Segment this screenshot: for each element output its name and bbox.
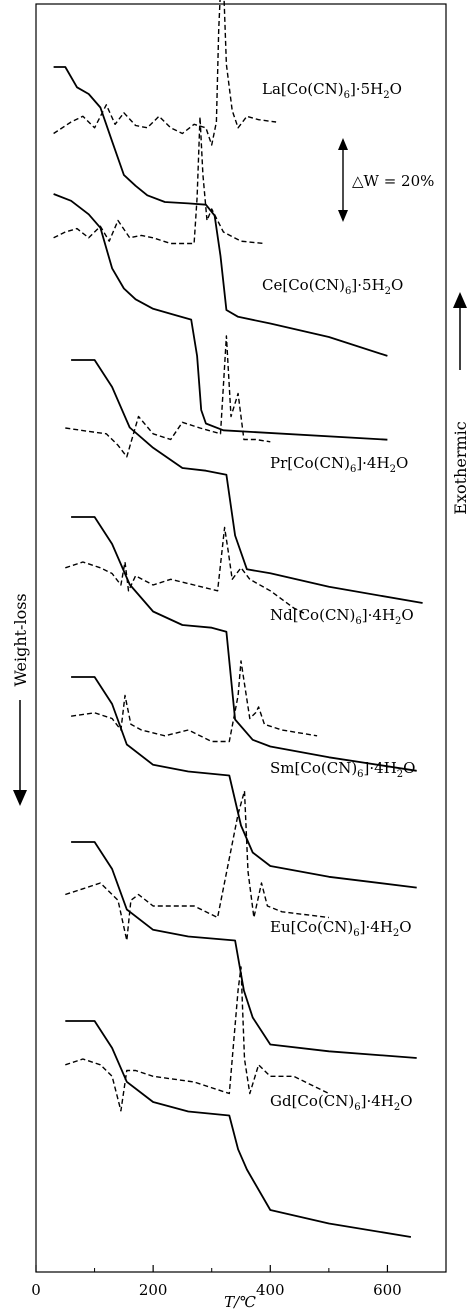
compound-label: Nd[Co(CN)6]·4H2O — [270, 606, 414, 627]
y-axis-label-left: Weight-loss — [11, 593, 30, 686]
dta-curve — [53, 116, 265, 245]
compound-label: Gd[Co(CN)6]·4H2O — [270, 1092, 413, 1113]
dta-curve — [65, 526, 306, 615]
y-axis-label-right: Exothermic — [451, 421, 470, 514]
compound-label: Sm[Co(CN)6]·4H2O — [270, 759, 415, 780]
scale-arrow-down — [338, 210, 348, 222]
scale-arrow-up — [338, 138, 348, 150]
tg-curve — [71, 676, 417, 889]
tg-curve — [71, 516, 417, 772]
dta-curve — [65, 790, 329, 942]
compound-label: Eu[Co(CN)6]·4H2O — [270, 918, 412, 939]
dta-curve — [53, 0, 277, 146]
compound-label: Ce[Co(CN)6]·5H2O — [262, 276, 403, 297]
exothermic-arrow-head — [453, 292, 467, 308]
weight-loss-arrow-head — [13, 790, 27, 806]
dta-curve — [65, 335, 271, 458]
tg-curve — [65, 1020, 412, 1238]
compound-label: La[Co(CN)6]·5H2O — [262, 80, 402, 101]
tg-curve — [53, 193, 388, 441]
dta-curve — [70, 660, 318, 743]
dta-curve — [65, 966, 330, 1112]
x-tick-label: 600 — [373, 1281, 402, 1299]
plot-frame — [35, 3, 447, 1273]
tg-curve — [53, 66, 388, 357]
tg-curve — [71, 359, 423, 604]
scale-annotation: △W = 20% — [352, 172, 434, 190]
x-axis-label: T/℃ — [224, 1293, 256, 1309]
x-tick-label: 200 — [139, 1281, 168, 1299]
x-tick-label: 400 — [256, 1281, 285, 1299]
compound-label: Pr[Co(CN)6]·4H2O — [270, 454, 408, 475]
tg-curve — [71, 841, 417, 1059]
x-tick-label: 0 — [31, 1281, 41, 1299]
